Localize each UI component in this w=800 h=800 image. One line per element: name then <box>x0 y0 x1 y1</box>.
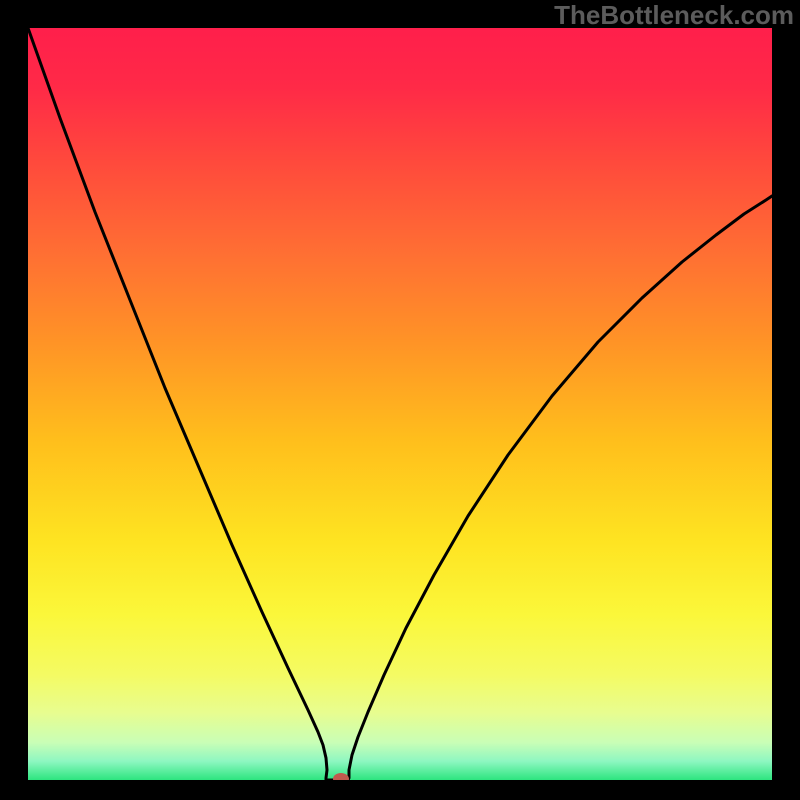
curve-layer <box>28 28 772 780</box>
border-left <box>0 0 28 800</box>
watermark-text: TheBottleneck.com <box>554 0 794 31</box>
plot-area <box>28 28 772 780</box>
border-right <box>772 0 800 800</box>
border-bottom <box>0 780 800 800</box>
chart-frame: TheBottleneck.com <box>0 0 800 800</box>
bottleneck-curve <box>28 28 772 780</box>
